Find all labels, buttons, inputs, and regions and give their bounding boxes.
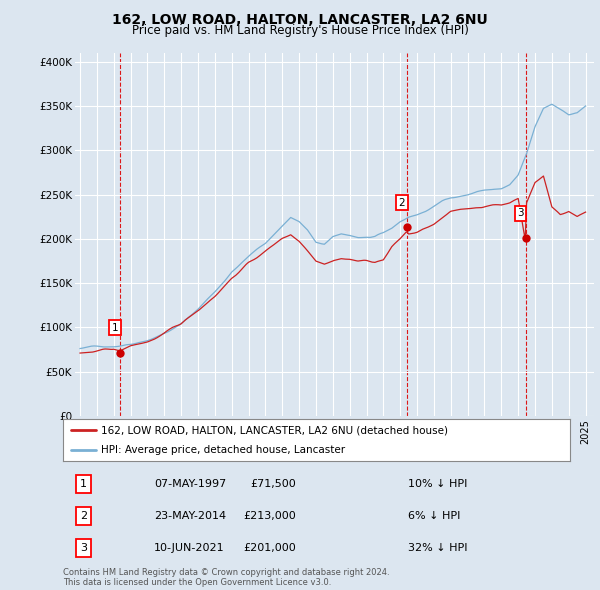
Text: £213,000: £213,000: [244, 511, 296, 521]
Text: 10% ↓ HPI: 10% ↓ HPI: [408, 478, 467, 489]
Text: £71,500: £71,500: [250, 478, 296, 489]
Text: £201,000: £201,000: [244, 543, 296, 553]
Text: 32% ↓ HPI: 32% ↓ HPI: [408, 543, 467, 553]
Text: 23-MAY-2014: 23-MAY-2014: [154, 511, 226, 521]
Text: Contains HM Land Registry data © Crown copyright and database right 2024.
This d: Contains HM Land Registry data © Crown c…: [63, 568, 389, 587]
Text: 162, LOW ROAD, HALTON, LANCASTER, LA2 6NU (detached house): 162, LOW ROAD, HALTON, LANCASTER, LA2 6N…: [101, 425, 448, 435]
Text: HPI: Average price, detached house, Lancaster: HPI: Average price, detached house, Lanc…: [101, 445, 345, 455]
Text: 10-JUN-2021: 10-JUN-2021: [154, 543, 225, 553]
Text: 2: 2: [80, 511, 87, 521]
Text: 2: 2: [398, 198, 405, 208]
Text: Price paid vs. HM Land Registry's House Price Index (HPI): Price paid vs. HM Land Registry's House …: [131, 24, 469, 37]
Text: 07-MAY-1997: 07-MAY-1997: [154, 478, 227, 489]
Text: 6% ↓ HPI: 6% ↓ HPI: [408, 511, 460, 521]
Text: 3: 3: [80, 543, 87, 553]
Text: 3: 3: [517, 208, 524, 218]
Text: 1: 1: [112, 323, 118, 333]
Text: 1: 1: [80, 478, 87, 489]
Text: 162, LOW ROAD, HALTON, LANCASTER, LA2 6NU: 162, LOW ROAD, HALTON, LANCASTER, LA2 6N…: [112, 13, 488, 27]
